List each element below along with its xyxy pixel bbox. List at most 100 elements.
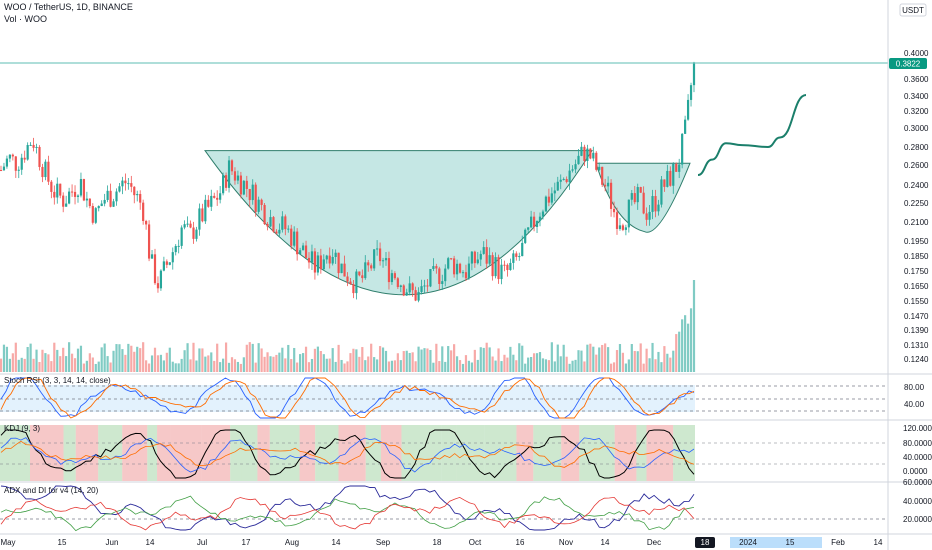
volume-bar (340, 359, 343, 372)
stoch-title: Stoch RSI (3, 3, 14, 14, close) (4, 376, 111, 385)
candle-body (571, 169, 574, 171)
volume-bar (556, 344, 559, 372)
time-axis[interactable]: May 15 Jun 14 Jul 17 Aug 14 Sep 18 Oct 16 Nov 14 Dec 18… (0, 537, 883, 548)
volume-bar (233, 359, 237, 372)
volume-bar (521, 345, 524, 372)
time-tick-label: 17 (242, 538, 251, 547)
volume-bar (494, 360, 497, 372)
volume-bar (387, 361, 391, 372)
kdj-stripe (315, 425, 339, 481)
volume-bar (23, 358, 26, 372)
volume-bar (73, 358, 77, 372)
candle-body (399, 285, 402, 287)
candle-body (438, 268, 441, 284)
candle-body (73, 191, 77, 197)
candle-body (189, 223, 192, 228)
candle-body (586, 148, 589, 161)
volume-bar (65, 356, 68, 372)
candle-body (195, 229, 198, 239)
price-tick-label: 0.3200 (904, 107, 929, 116)
candle-body (417, 291, 420, 301)
volume-bar (245, 344, 248, 372)
candle-body (56, 183, 59, 198)
candle-body (686, 99, 690, 120)
candle-body (29, 144, 32, 146)
volume-bar (204, 356, 207, 372)
volume-bar (230, 357, 234, 372)
candle-body (453, 258, 456, 275)
volume-bar (301, 353, 305, 372)
candle-body (532, 216, 536, 227)
volume-bar (159, 354, 163, 372)
candle-body (207, 199, 210, 207)
volume-bar (290, 359, 293, 372)
volume-bar (550, 342, 553, 372)
candle-body (589, 148, 592, 159)
volume-bar (485, 342, 488, 372)
volume-bar (544, 359, 548, 372)
currency-label: USDT (902, 6, 924, 15)
time-tick-label: 14 (874, 538, 883, 547)
candle-body (544, 196, 548, 212)
volume-bar (621, 352, 625, 372)
price-tick-label: 0.1950 (904, 237, 929, 246)
volume-bar (352, 348, 355, 372)
volume-bar (44, 353, 47, 372)
candle-body (337, 252, 340, 274)
volume-bar (595, 354, 598, 372)
candle-body (618, 225, 622, 229)
kdj-levels (0, 442, 888, 465)
volume-title: Vol · WOO (4, 14, 47, 24)
volume-bar (307, 362, 311, 372)
candle-body (645, 213, 648, 220)
volume-bar (604, 343, 607, 372)
candle-body (328, 255, 331, 264)
candle-body (213, 195, 216, 198)
candle-body (65, 203, 68, 207)
volume-bar (62, 347, 65, 372)
candle-body (568, 170, 571, 182)
volume-bar (518, 343, 521, 372)
candle-body (59, 183, 62, 196)
candle-body (441, 281, 444, 284)
volume-bar (618, 344, 622, 372)
time-tick-label: Feb (831, 538, 845, 547)
candle-body (106, 190, 109, 200)
candle-body (97, 206, 100, 209)
candle-body (44, 161, 47, 178)
candle-body (361, 275, 364, 279)
volume-bar (5, 346, 9, 372)
volume-bar (192, 342, 195, 372)
volume-bar (251, 343, 254, 372)
volume-bar (94, 363, 97, 372)
price-axis[interactable]: 0.4000 0.3600 0.3400 0.3200 0.3000 0.2800 0.26… (903, 49, 932, 524)
candle-body (592, 152, 595, 159)
volume-bar (346, 361, 349, 372)
candle-body (405, 292, 408, 296)
price-tick-label: 0.1850 (904, 252, 929, 261)
volume-bar (165, 352, 168, 372)
volume-bar (189, 359, 192, 372)
volume-bar (408, 352, 411, 372)
candle-body (192, 227, 195, 239)
volume-bar (239, 363, 242, 372)
candle-body (364, 262, 367, 279)
volume-bar (592, 346, 595, 372)
volume-bar (88, 353, 91, 372)
indicator-tick-label: 80.00 (904, 383, 925, 392)
kdj-stripe (75, 425, 99, 481)
candle-body (346, 276, 349, 282)
candle-body (621, 225, 625, 230)
candle-body (373, 249, 376, 269)
candle-body (307, 257, 311, 263)
volume-bar (153, 347, 157, 372)
candle-body (396, 278, 399, 287)
candle-body (183, 224, 186, 228)
currency-button[interactable] (899, 3, 927, 17)
kdj-stripe (269, 425, 300, 481)
volume-bar (512, 354, 515, 372)
volume-bar (370, 343, 373, 372)
candle-body (109, 190, 112, 207)
volume-bar (642, 363, 645, 372)
